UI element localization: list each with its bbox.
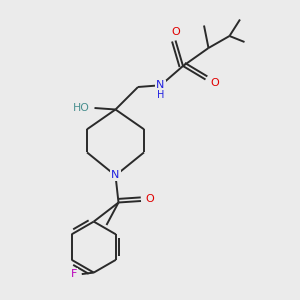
Text: O: O [145,194,154,205]
Text: O: O [171,27,180,37]
Text: F: F [71,269,77,279]
Text: N: N [156,80,165,91]
Text: HO: HO [73,103,89,113]
Text: H: H [157,90,164,100]
Text: N: N [111,170,120,181]
Text: O: O [210,77,219,88]
